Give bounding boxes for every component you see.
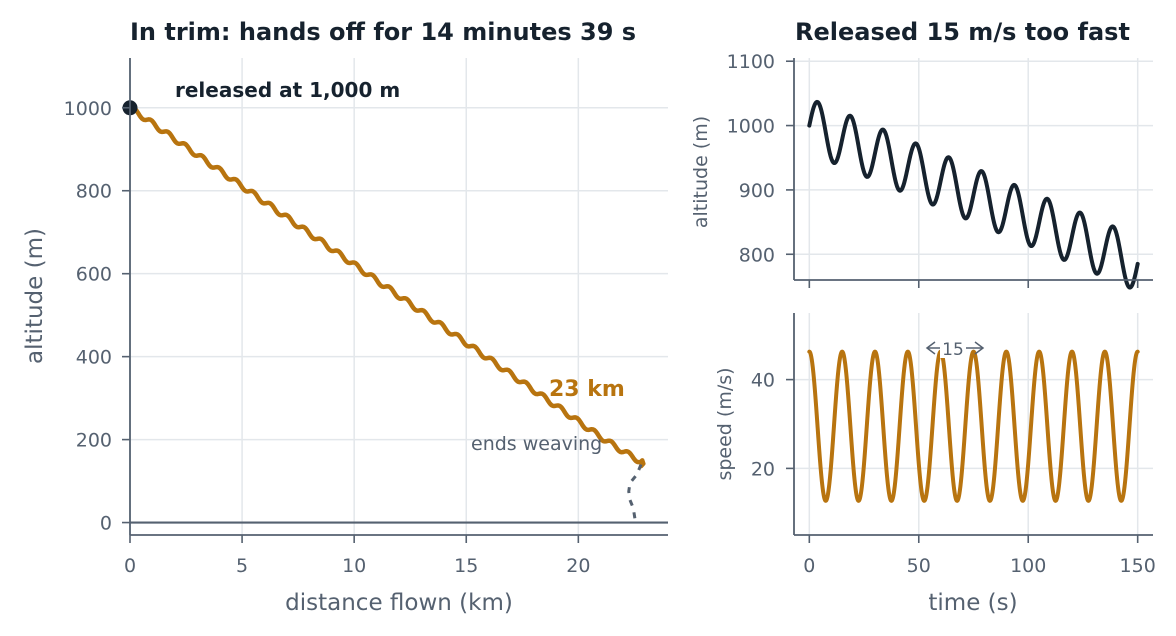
- glide-x-tick-label: 10: [342, 555, 366, 577]
- period-label-bg: [940, 338, 966, 358]
- glide-x-axis-label: distance flown (km): [285, 590, 513, 616]
- glide-y-tick-label: 800: [76, 181, 112, 203]
- speed-ticks: 0 50 100 150 20 40: [751, 370, 1156, 577]
- period-arrow-right-head: [974, 341, 985, 355]
- speed-y-tick-label: 40: [751, 370, 775, 392]
- altitude-data: [807, 99, 1140, 290]
- speed-x-tick-label: 50: [907, 555, 931, 577]
- speed-time-panel: 0 50 100 150 20 40 speed (m/s) time (s) 15: [714, 313, 1156, 616]
- glide-grid: [129, 58, 668, 535]
- speed-y-axis-label: speed (m/s): [714, 367, 736, 480]
- altitude-y-axis-label: altitude (m): [690, 116, 712, 228]
- speed-x-axis-label: time (s): [928, 590, 1017, 616]
- altitude-y-tick-label: 1100: [727, 51, 775, 73]
- glide-chart-title: In trim: hands off for 14 minutes 39 s: [130, 18, 636, 46]
- glide-y-tick-label: 0: [100, 513, 112, 535]
- glide-x-tick-label: 20: [566, 555, 590, 577]
- speed-axes: [793, 313, 1153, 536]
- glide-x-tick-label: 5: [236, 555, 248, 577]
- glide-data: [122, 100, 668, 524]
- altitude-y-tick-label: 800: [739, 244, 775, 266]
- speed-x-tick-label: 150: [1120, 555, 1156, 577]
- speed-series-line: [807, 349, 1140, 503]
- altitude-axes: [793, 58, 1153, 281]
- glide-y-tick-label: 1000: [64, 98, 112, 120]
- release-annotation: released at 1,000 m: [175, 78, 400, 102]
- glide-x-tick-label: 15: [454, 555, 478, 577]
- altitude-y-tick-label: 900: [739, 180, 775, 202]
- glide-panel: In trim: hands off for 14 minutes 39 s 0…: [22, 18, 668, 616]
- glide-y-tick-label: 200: [76, 430, 112, 452]
- glide-y-tick-label: 400: [76, 347, 112, 369]
- glide-x-tick-label: 0: [124, 555, 136, 577]
- altitude-chart-title: Released 15 m/s too fast: [795, 18, 1130, 46]
- weaving-annotation: ends weaving: [471, 433, 602, 455]
- altitude-ticks: 800 900 1000 1100: [727, 51, 1139, 288]
- period-label: 15: [942, 340, 964, 360]
- distance-annotation: 23 km: [549, 377, 625, 402]
- glide-y-tick-label: 600: [76, 264, 112, 286]
- spiral-descent-line: [627, 463, 643, 523]
- period-annotation: 15: [925, 338, 985, 360]
- speed-y-tick-label: 20: [751, 458, 775, 480]
- speed-x-tick-label: 100: [1010, 555, 1046, 577]
- glide-path-line: [127, 105, 646, 469]
- speed-grid: [794, 313, 1153, 535]
- speed-x-tick-label: 0: [803, 555, 815, 577]
- altitude-grid: [794, 58, 1153, 280]
- altitude-y-tick-label: 1000: [727, 116, 775, 138]
- period-arrow-left-head: [925, 341, 936, 355]
- altitude-time-panel: Released 15 m/s too fast 80090010001100 …: [690, 18, 1153, 290]
- glide-y-axis-label: altitude (m): [22, 228, 48, 364]
- altitude-series-line: [807, 99, 1140, 290]
- speed-data: [807, 349, 1140, 503]
